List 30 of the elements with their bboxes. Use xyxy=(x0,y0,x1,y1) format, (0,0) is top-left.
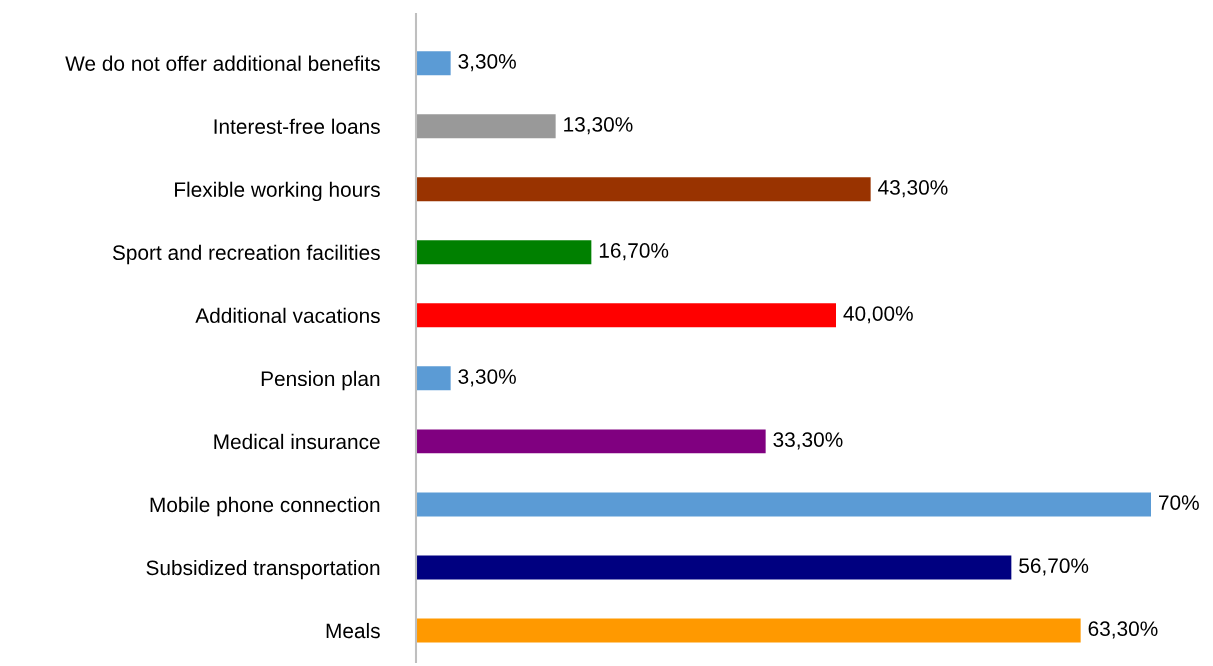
bar xyxy=(416,492,1151,517)
y-tick-label: Medical insurance xyxy=(214,433,380,450)
bar xyxy=(416,366,451,391)
bar xyxy=(416,177,871,202)
y-tick-label: Pension plan xyxy=(261,370,380,391)
data-label: 16,70% xyxy=(599,243,669,261)
y-tick-label: Additional vacations xyxy=(195,307,380,324)
bar xyxy=(416,303,836,328)
bar xyxy=(416,618,1081,643)
y-tick-label: Flexible working hours xyxy=(175,181,380,202)
data-label: 13,30% xyxy=(564,117,633,135)
bar xyxy=(416,114,556,139)
y-tick-label: We do not offer additional benefits xyxy=(65,55,380,71)
y-tick-label: Meals xyxy=(326,622,380,639)
data-label: 3,30% xyxy=(458,54,516,72)
y-tick-label: Subsidized transportation xyxy=(146,559,380,580)
data-label: 70% xyxy=(1159,495,1199,510)
y-tick-label: Interest-free loans xyxy=(214,118,380,134)
bar xyxy=(416,429,766,454)
data-label: 43,30% xyxy=(878,180,948,198)
y-tick-label: Sport and recreation facilities xyxy=(112,244,380,265)
data-label: 33,30% xyxy=(773,432,843,450)
data-label: 3,30% xyxy=(458,369,516,387)
data-label: 56,70% xyxy=(1019,558,1089,576)
bar xyxy=(416,240,592,265)
y-tick-label: Mobile phone connection xyxy=(150,496,380,517)
bar xyxy=(416,51,451,76)
data-label: 40,00% xyxy=(843,306,913,324)
bar xyxy=(416,555,1012,580)
data-label: 63,30% xyxy=(1088,621,1158,639)
